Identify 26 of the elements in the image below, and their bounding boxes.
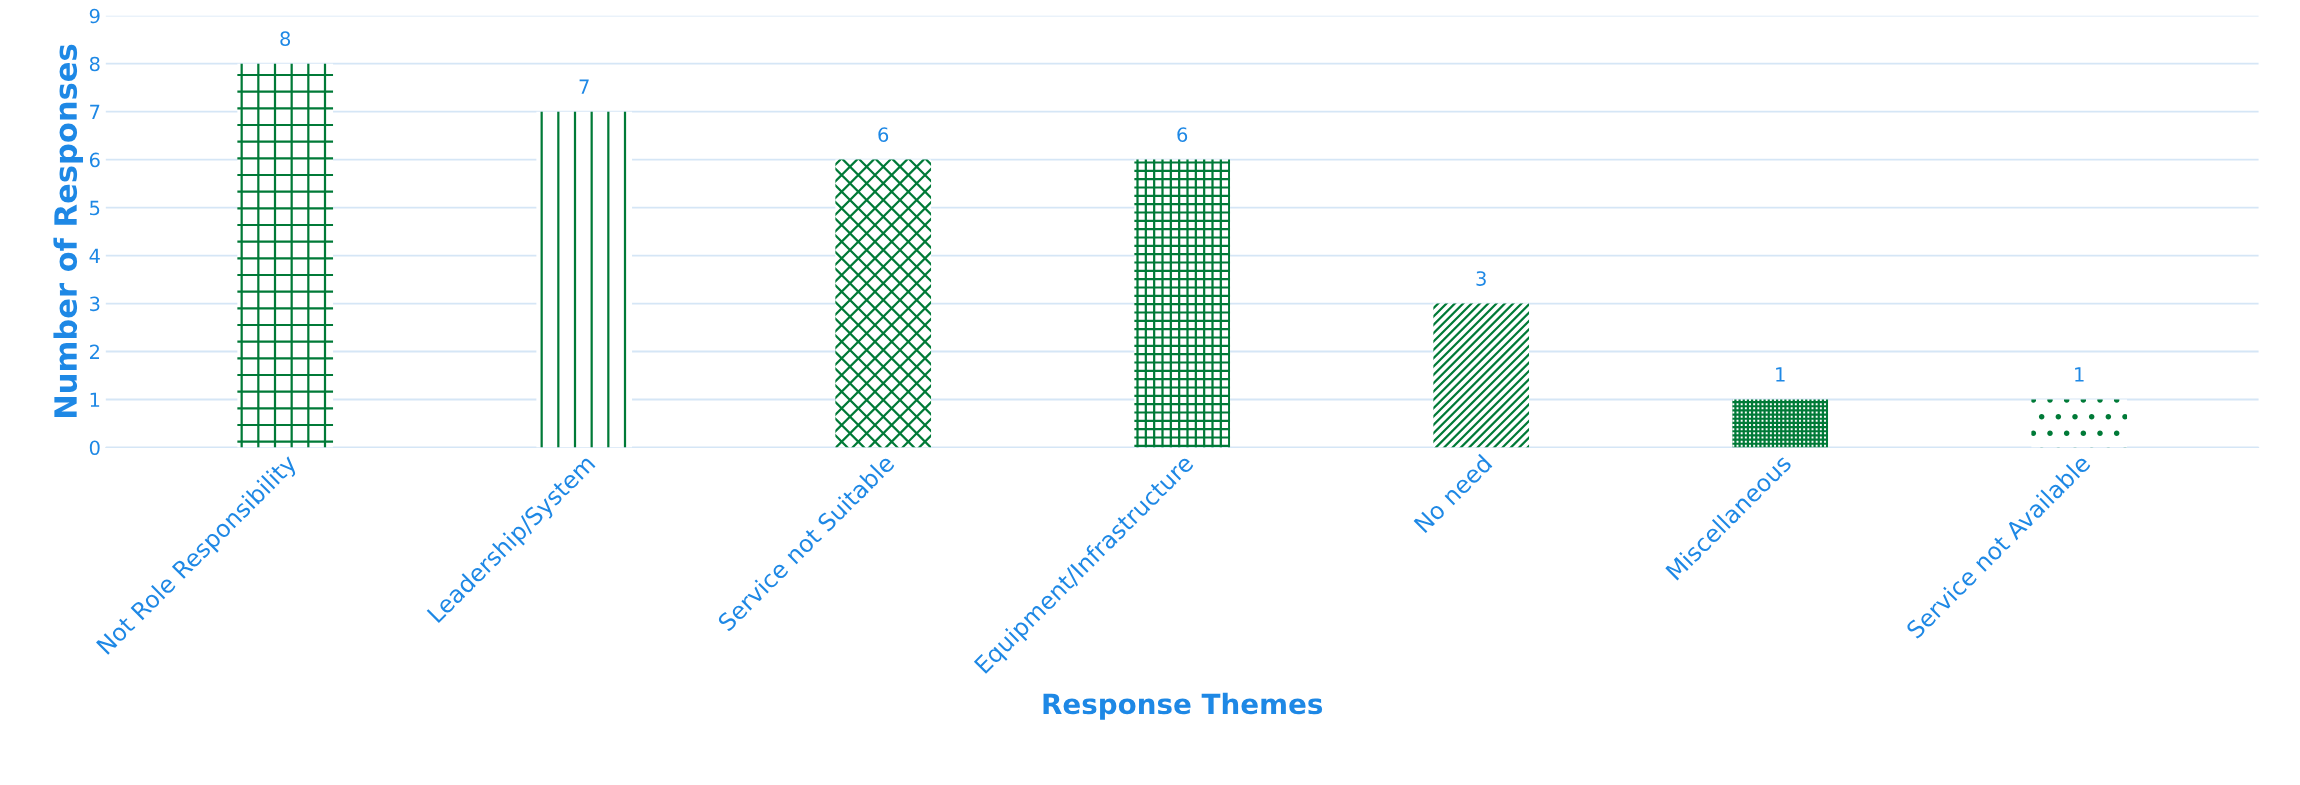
data-label: 6: [1177, 127, 1188, 142]
x-axis-title: Response Themes: [1043, 692, 1323, 720]
y-tick-label: 8: [89, 56, 100, 72]
y-tick-label: 2: [89, 344, 99, 359]
bar: [237, 63, 334, 448]
bar: [2031, 399, 2128, 448]
y-tick-label: 7: [90, 104, 100, 120]
y-tick-label: 9: [89, 8, 100, 24]
data-label: 7: [579, 79, 589, 94]
bar: [1732, 399, 1829, 448]
bar: [536, 111, 633, 448]
bar: [835, 159, 932, 448]
data-label: 3: [1476, 271, 1486, 286]
bar: [1433, 303, 1530, 448]
y-tick-label: 6: [89, 152, 100, 168]
data-label: 1: [2075, 367, 2084, 382]
data-label: 8: [280, 31, 291, 47]
data-label: 6: [878, 127, 889, 142]
y-tick-label: 1: [90, 392, 100, 407]
bar: [1134, 159, 1231, 448]
y-tick-label: 5: [90, 200, 100, 216]
y-tick-label: 3: [90, 296, 100, 312]
y-tick-label: 0: [89, 440, 100, 456]
data-label: 1: [1776, 367, 1785, 382]
y-tick-label: 4: [89, 248, 100, 263]
y-axis-title: Number of Responses: [53, 44, 84, 418]
